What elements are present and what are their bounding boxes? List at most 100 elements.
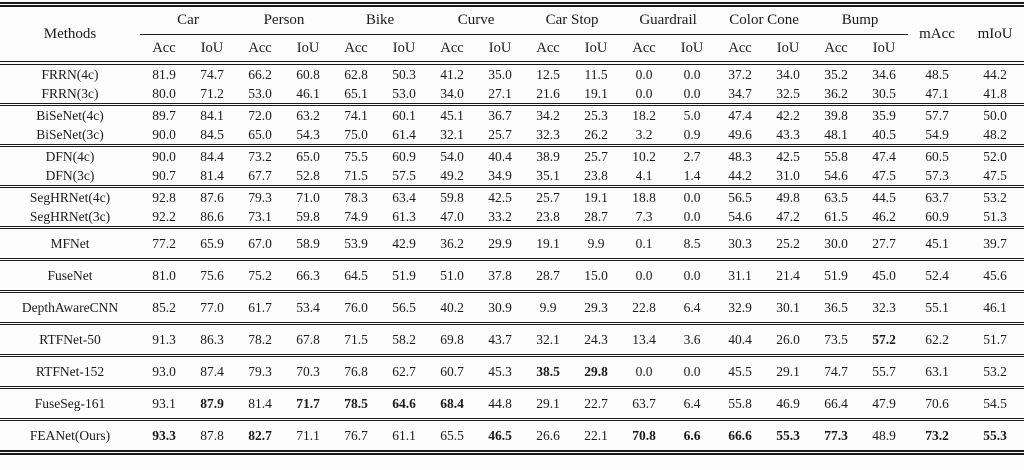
value-cell: 41.8 — [983, 85, 1007, 101]
value-cell: 71.2 — [200, 85, 224, 101]
value-cell: 40.4 — [488, 148, 512, 164]
value-cell: 48.5 — [925, 66, 949, 82]
sub-header-acc: Acc — [824, 39, 848, 56]
row-group: SegHRNet(4c) 92.8 87.6 79.3 71.0 78.3 63.4 59.8… — [0, 186, 1024, 228]
value-cell: 54.0 — [440, 148, 464, 164]
value-cell: 53.2 — [983, 363, 1007, 379]
value-cell: 34.2 — [536, 107, 560, 123]
value-cell: 27.7 — [872, 235, 896, 251]
value-cell: 61.5 — [824, 208, 848, 224]
value-cell: 63.5 — [824, 189, 848, 205]
value-cell: 0.0 — [635, 66, 653, 82]
value-cell: 55.3 — [983, 427, 1007, 443]
value-cell: 32.1 — [440, 126, 464, 142]
value-cell: 61.3 — [392, 208, 416, 224]
value-cell: 35.9 — [872, 107, 896, 123]
value-cell: 48.9 — [872, 427, 896, 443]
value-cell: 73.1 — [248, 208, 272, 224]
row-group: DepthAwareCNN 85.2 77.0 61.7 53.4 76.0 56.5 40.… — [0, 291, 1024, 324]
value-cell: 12.5 — [536, 66, 560, 82]
value-cell: 60.9 — [392, 148, 416, 164]
value-cell: 54.6 — [824, 167, 848, 183]
method-cell: DFN(4c) — [45, 148, 95, 164]
value-cell: 92.2 — [152, 208, 176, 224]
value-cell: 73.5 — [824, 331, 848, 347]
value-cell: 69.8 — [440, 331, 464, 347]
group-header-person: Person — [236, 4, 333, 35]
value-cell: 65.0 — [296, 148, 320, 164]
value-cell: 32.5 — [776, 85, 800, 101]
method-cell: DFN(3c) — [45, 167, 95, 183]
value-cell: 53.0 — [248, 85, 272, 101]
sub-header-iou: IoU — [776, 39, 800, 56]
value-cell: 36.5 — [824, 299, 848, 315]
value-cell: 53.0 — [392, 85, 416, 101]
value-cell: 27.1 — [488, 85, 512, 101]
group-header-bike: Bike — [332, 4, 429, 35]
method-cell: RTFNet-152 — [35, 363, 105, 379]
value-cell: 75.0 — [344, 126, 368, 142]
value-cell: 55.3 — [776, 427, 800, 443]
value-cell: 0.0 — [635, 363, 653, 379]
table-row: SegHRNet(3c) 92.2 86.6 73.1 59.8 74.9 61.3 47.0… — [0, 207, 1024, 228]
value-cell: 61.7 — [248, 299, 272, 315]
value-cell: 28.7 — [584, 208, 608, 224]
value-cell: 45.3 — [488, 363, 512, 379]
value-cell: 76.7 — [344, 427, 368, 443]
value-cell: 42.2 — [776, 107, 800, 123]
value-cell: 50.0 — [983, 107, 1007, 123]
value-cell: 87.8 — [200, 427, 224, 443]
group-header-car: Car — [140, 4, 237, 35]
sub-header-iou: IoU — [392, 39, 416, 56]
value-cell: 40.5 — [872, 126, 896, 142]
value-cell: 56.5 — [392, 299, 416, 315]
value-cell: 51.9 — [392, 267, 416, 283]
value-cell: 60.9 — [925, 208, 949, 224]
value-cell: 43.3 — [776, 126, 800, 142]
value-cell: 25.7 — [488, 126, 512, 142]
value-cell: 41.2 — [440, 66, 464, 82]
value-cell: 0.9 — [683, 126, 701, 142]
value-cell: 49.8 — [776, 189, 800, 205]
value-cell: 0.0 — [683, 208, 701, 224]
value-cell: 47.2 — [776, 208, 800, 224]
value-cell: 45.5 — [728, 363, 752, 379]
value-cell: 45.1 — [440, 107, 464, 123]
value-cell: 44.2 — [728, 167, 752, 183]
value-cell: 43.7 — [488, 331, 512, 347]
value-cell: 46.1 — [296, 85, 320, 101]
value-cell: 63.7 — [925, 189, 949, 205]
value-cell: 59.8 — [296, 208, 320, 224]
group-header-color-cone: Color Cone — [716, 4, 813, 35]
value-cell: 53.9 — [344, 235, 368, 251]
value-cell: 24.3 — [584, 331, 608, 347]
value-cell: 57.3 — [925, 167, 949, 183]
table-row: RTFNet-50 91.3 86.3 78.2 67.8 71.5 58.2 69.8 43.… — [0, 324, 1024, 356]
value-cell: 51.9 — [824, 267, 848, 283]
table-row: DepthAwareCNN 85.2 77.0 61.7 53.4 76.0 56.5 40.… — [0, 292, 1024, 324]
value-cell: 30.0 — [824, 235, 848, 251]
value-cell: 0.0 — [683, 189, 701, 205]
value-cell: 28.7 — [536, 267, 560, 283]
value-cell: 34.0 — [776, 66, 800, 82]
value-cell: 47.5 — [983, 167, 1007, 183]
value-cell: 52.8 — [296, 167, 320, 183]
value-cell: 0.0 — [635, 85, 653, 101]
value-cell: 68.4 — [440, 395, 464, 411]
value-cell: 47.4 — [872, 148, 896, 164]
value-cell: 64.6 — [392, 395, 416, 411]
table-row: RTFNet-152 93.0 87.4 79.3 70.3 76.8 62.7 60.7 45… — [0, 356, 1024, 388]
value-cell: 21.6 — [536, 85, 560, 101]
group-header-car-stop: Car Stop — [524, 4, 621, 35]
value-cell: 6.4 — [683, 299, 701, 315]
row-group: RTFNet-152 93.0 87.4 79.3 70.3 76.8 62.7 60.7 45… — [0, 355, 1024, 388]
sub-header-acc: Acc — [440, 39, 464, 56]
value-cell: 44.5 — [872, 189, 896, 205]
value-cell: 46.9 — [776, 395, 800, 411]
sub-header-iou: IoU — [584, 39, 608, 56]
value-cell: 3.6 — [683, 331, 701, 347]
macc-header: mAcc — [919, 25, 955, 42]
value-cell: 33.2 — [488, 208, 512, 224]
row-group: FuseSeg-161 93.1 87.9 81.4 71.7 78.5 64.6 68.4 4… — [0, 387, 1024, 420]
value-cell: 31.0 — [776, 167, 800, 183]
